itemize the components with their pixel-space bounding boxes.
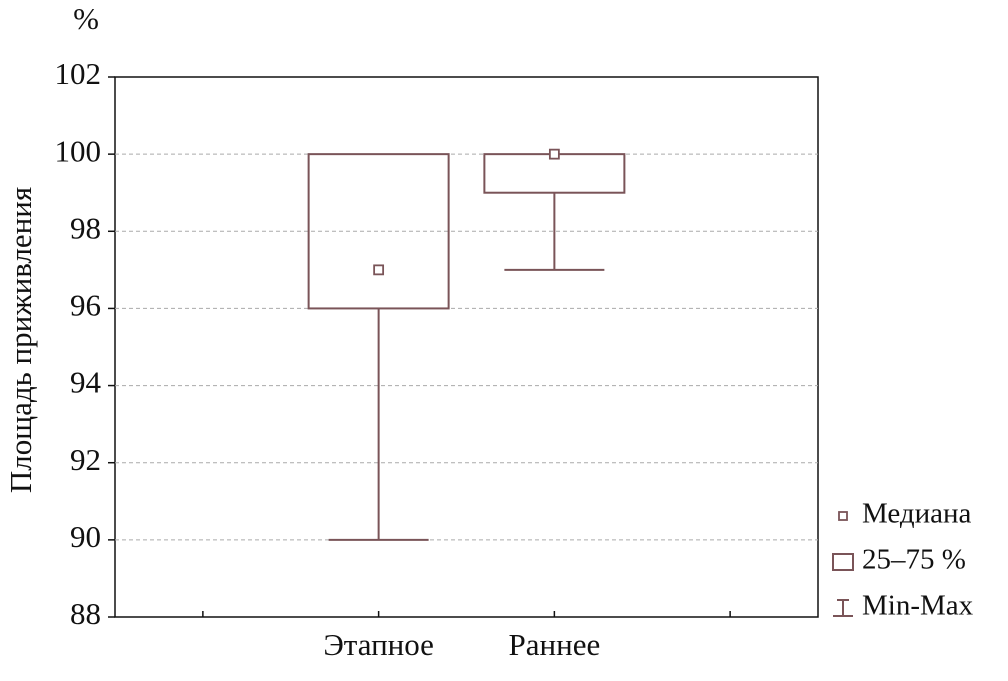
legend-label: Медиана bbox=[862, 498, 972, 530]
y-tick-label: 102 bbox=[55, 56, 102, 91]
y-tick-label: 94 bbox=[70, 365, 102, 400]
y-unit: % bbox=[73, 1, 99, 36]
median-marker bbox=[548, 148, 560, 160]
box bbox=[307, 153, 450, 310]
y-tick-label: 92 bbox=[70, 442, 101, 477]
legend-label: Min-Max bbox=[862, 590, 974, 622]
y-tick-label: 96 bbox=[70, 288, 101, 323]
legend-box-icon bbox=[832, 553, 854, 571]
plot-frame bbox=[114, 76, 819, 618]
median-marker bbox=[373, 264, 385, 276]
x-tick-label: Раннее bbox=[509, 627, 601, 662]
box bbox=[483, 153, 626, 194]
legend-label: 25–75 % bbox=[862, 544, 966, 576]
y-tick-label: 88 bbox=[70, 596, 101, 631]
y-tick-label: 100 bbox=[55, 133, 102, 168]
legend-median-icon bbox=[838, 511, 848, 521]
y-axis-label: Площадь приживления bbox=[3, 187, 38, 493]
x-tick-label: Этапное bbox=[323, 627, 434, 662]
y-tick-label: 98 bbox=[70, 210, 101, 245]
y-tick-label: 90 bbox=[70, 519, 101, 554]
